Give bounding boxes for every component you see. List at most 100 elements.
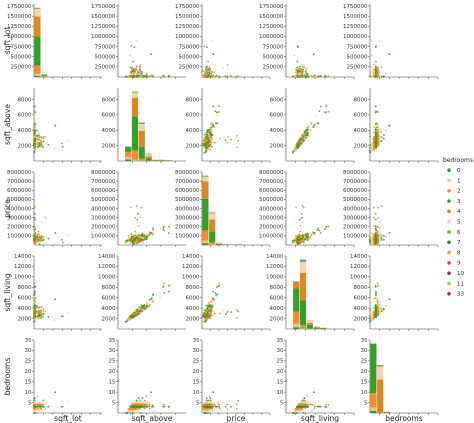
scatter-point (301, 73, 304, 76)
scatter-point (33, 136, 36, 138)
scatter-point (150, 53, 152, 56)
scatter-point (38, 132, 40, 135)
scatter-point (205, 132, 208, 135)
scatter-point (324, 74, 327, 77)
scatter-point (151, 232, 153, 235)
hist-bar (41, 75, 48, 77)
scatter-point (312, 233, 315, 235)
hist-bar (202, 181, 209, 199)
scatter-point (371, 71, 374, 73)
hist-bar (165, 160, 173, 161)
scatter-point (305, 72, 308, 75)
y-tick-label: 1500000 (343, 14, 368, 20)
scatter-point (134, 67, 137, 70)
scatter-point (378, 129, 381, 132)
scatter-point (41, 137, 44, 139)
scatter-point (152, 229, 155, 231)
y-tick-label: 7000000 (7, 179, 32, 185)
y-tick-label: 500000 (179, 55, 200, 61)
scatter-point (33, 231, 36, 234)
scatter-point (224, 139, 227, 142)
scatter-point (226, 64, 229, 66)
scatter-point (54, 231, 57, 234)
scatter-point (162, 228, 165, 230)
scatter-point (312, 75, 315, 78)
scatter-point (36, 240, 39, 242)
scatter-point (201, 147, 204, 149)
scatter-point (375, 75, 377, 78)
scatter-point (369, 135, 372, 138)
scatter-point (34, 212, 36, 215)
scatter-point (211, 145, 213, 148)
y-tick-label: 1500000 (259, 14, 284, 20)
y-tick-label: 2000000 (7, 225, 32, 231)
y-tick-label: 6000 (18, 113, 32, 119)
hist-bar (125, 159, 132, 161)
scatter-point (210, 40, 213, 42)
scatter-point (375, 133, 377, 135)
scatter-point (135, 205, 138, 208)
scatter-point (132, 68, 135, 71)
scatter-point (210, 133, 213, 135)
scatter-point (368, 75, 371, 78)
y-tick-label: 2000000 (259, 225, 284, 231)
scatter-point (135, 240, 138, 242)
scatter-point (206, 66, 209, 69)
scatter-point (141, 232, 144, 235)
scatter-point (224, 75, 227, 78)
scatter-point (133, 75, 136, 78)
scatter-point (291, 75, 294, 78)
scatter-point (376, 75, 379, 78)
y-tick-label: 750000 (179, 44, 200, 50)
scatter-point (208, 139, 211, 142)
scatter-point (374, 69, 377, 72)
scatter-point (218, 105, 221, 108)
scatter-point (307, 235, 310, 238)
scatter-point (209, 130, 212, 133)
scatter-point (135, 40, 138, 42)
scatter-point (201, 142, 204, 145)
scatter-point (378, 40, 381, 42)
scatter-point (53, 147, 56, 149)
y-tick-label: 1000000 (259, 234, 284, 240)
scatter-point (35, 129, 38, 132)
scatter-point (296, 45, 299, 48)
scatter-point (371, 142, 374, 145)
scatter-point (139, 70, 142, 73)
scatter-point (33, 151, 36, 154)
scatter-point (376, 134, 379, 137)
y-tick-label: 1000000 (7, 234, 32, 240)
scatter-point (301, 75, 304, 78)
scatter-point (34, 139, 36, 142)
scatter-point (205, 46, 208, 49)
scatter-point (325, 75, 328, 78)
scatter-point (208, 65, 211, 68)
y-tick-label: 2000 (102, 143, 116, 149)
scatter-point (211, 121, 214, 124)
scatter-point (302, 221, 304, 223)
y-tick-label: 1000000 (343, 34, 368, 40)
scatter-point (148, 231, 151, 234)
scatter-point (299, 65, 302, 68)
scatter-point (302, 69, 305, 72)
y-tick-label: 4000000 (91, 206, 116, 212)
scatter-point (316, 229, 319, 231)
scatter-point (299, 240, 302, 242)
scatter-point (129, 206, 132, 209)
scatter-point (296, 243, 299, 246)
y-tick-label: 1000000 (175, 34, 200, 40)
scatter-point (236, 75, 238, 78)
scatter-point (304, 130, 307, 132)
scatter-point (230, 75, 232, 77)
scatter-point (131, 75, 134, 78)
y-tick-label: 8000000 (175, 170, 200, 176)
scatter-point (305, 234, 308, 237)
scatter-point (302, 234, 305, 236)
y-tick-label: 2000 (186, 143, 200, 149)
y-tick-label: 1500000 (175, 14, 200, 20)
scatter-point (384, 129, 387, 132)
panel-price-vs-price: 1000000200000030000004000000500000060000… (175, 170, 271, 247)
scatter-point (40, 143, 43, 146)
scatter-point (38, 243, 41, 246)
scatter-point (132, 60, 135, 63)
